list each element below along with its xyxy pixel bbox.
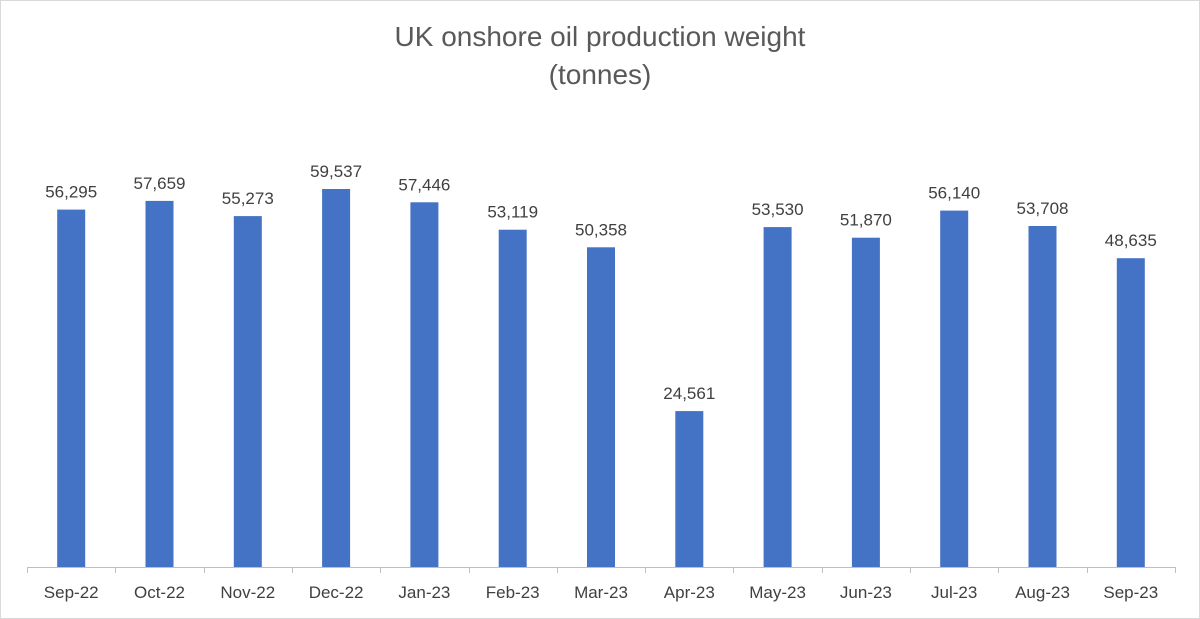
bar-dec-22 (322, 189, 351, 567)
data-label: 53,708 (1017, 199, 1069, 218)
data-label: 24,561 (663, 384, 715, 403)
bar-may-23 (763, 227, 792, 567)
x-tick-label: May-23 (749, 583, 806, 602)
bar-feb-23 (498, 229, 527, 567)
bar-apr-23 (675, 411, 704, 567)
data-label: 57,446 (398, 175, 450, 194)
bar-mar-23 (587, 247, 615, 568)
x-tick-label: Sep-23 (1103, 583, 1158, 602)
bar-jun-23 (851, 237, 880, 567)
bar-aug-23 (1028, 226, 1057, 567)
data-label: 53,119 (487, 203, 538, 222)
data-label: 59,537 (310, 162, 362, 181)
chart-title-line-1: UK onshore oil production weight (394, 21, 806, 52)
x-tick-label: Jan-23 (398, 583, 450, 602)
x-tick-label: Jul-23 (931, 583, 977, 602)
x-tick-label: Mar-23 (574, 583, 628, 602)
x-tick-label: Nov-22 (220, 583, 275, 602)
bar-sep-23 (1116, 258, 1145, 567)
bar-jul-23 (940, 210, 969, 567)
data-label: 53,530 (752, 200, 804, 219)
bar-jan-23 (410, 202, 439, 568)
x-tick-label: Feb-23 (486, 583, 540, 602)
x-tick-label: Sep-22 (44, 583, 99, 602)
data-label: 56,295 (45, 183, 97, 202)
chart-title-line-2: (tonnes) (548, 59, 652, 90)
data-label: 50,358 (575, 220, 627, 239)
x-tick-label: Aug-23 (1015, 583, 1070, 602)
data-label: 55,273 (222, 189, 274, 208)
x-tick-label: Dec-22 (309, 583, 364, 602)
x-tick-label: Oct-22 (134, 583, 185, 602)
x-tick-label: Apr-23 (664, 583, 715, 602)
bar-nov-22 (233, 216, 262, 567)
x-tick-label: Jun-23 (840, 583, 892, 602)
data-label: 56,140 (928, 184, 980, 203)
data-label: 57,659 (134, 174, 186, 193)
data-label: 51,870 (840, 211, 892, 230)
data-label: 48,635 (1105, 231, 1157, 250)
bar-oct-22 (145, 200, 174, 567)
chart-title: UK onshore oil production weight (tonnes… (0, 18, 1200, 94)
bar-sep-22 (57, 209, 86, 567)
